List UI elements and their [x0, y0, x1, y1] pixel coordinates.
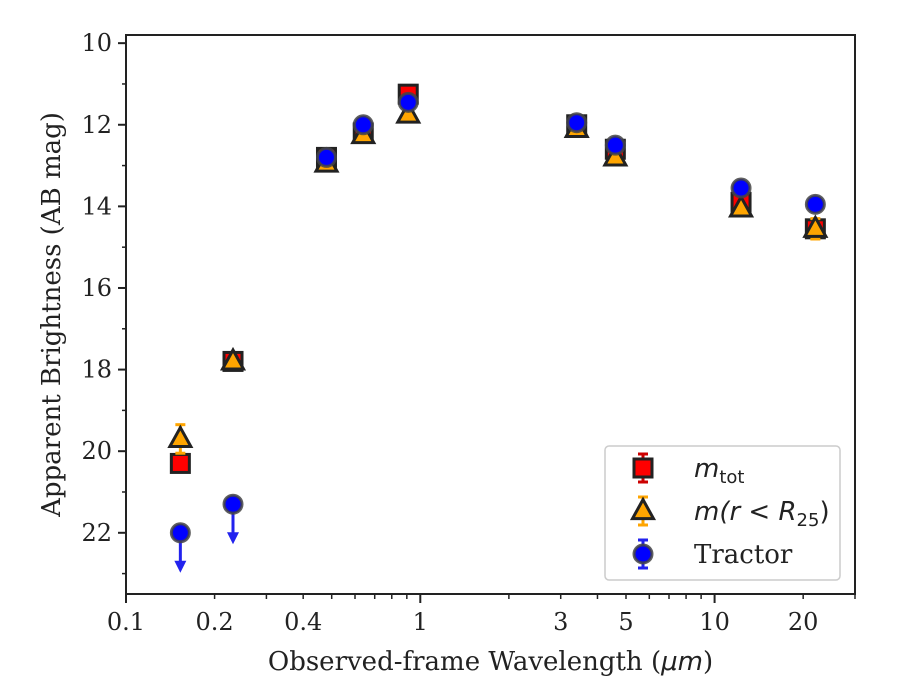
y-tick-label: 12 [81, 111, 112, 139]
x-axis-label: Observed-frame Wavelength (μm) [268, 647, 713, 677]
data-point-tractor [804, 193, 826, 215]
data-point-mr25 [802, 214, 829, 238]
legend-marker-mtot [632, 457, 654, 479]
data-point-tractor [352, 114, 374, 136]
x-tick-label: 5 [618, 608, 633, 636]
legend-marker-mr25 [629, 496, 657, 521]
series-mr25 [167, 100, 829, 455]
data-point-tractor [566, 112, 588, 134]
x-tick-label: 1 [413, 608, 428, 636]
data-point-mr25 [728, 193, 755, 218]
y-tick-label: 14 [81, 192, 112, 220]
y-tick-label: 16 [81, 274, 112, 302]
data-point-tractor [604, 134, 626, 156]
x-tick-label: 0.4 [284, 608, 322, 636]
y-tick-label: 20 [81, 437, 112, 465]
data-point-tractor [397, 91, 419, 113]
y-tick-label: 18 [81, 356, 112, 384]
y-axis-label: Apparent Brightness (AB mag) [37, 112, 67, 518]
data-point-tractor [169, 522, 191, 544]
legend-item-mtot: mtot [632, 452, 744, 488]
x-tick-label: 0.1 [107, 608, 145, 636]
chart-axes: 10 12 14 16 18 20 22 0.1 0.2 0.4 1 3 5 10 20 Observed-f… [37, 29, 856, 677]
plot-frame [125, 34, 856, 595]
data-point-tractor [730, 177, 752, 199]
x-tick-label: 3 [553, 608, 568, 636]
data-point-mr25 [219, 346, 247, 371]
data-point-mtot [169, 452, 191, 474]
legend-marker-tractor [632, 543, 654, 565]
upper-limit-arrow [174, 560, 187, 573]
y-tick-label: 10 [81, 29, 112, 57]
legend-item-mr25: m(r < R25) [629, 495, 830, 531]
data-point-tractor [315, 146, 337, 168]
series-tractor [169, 91, 826, 573]
chart-marks [167, 83, 829, 573]
legend-box [604, 445, 841, 581]
legend: mtot m(r < R25) Tractor [604, 445, 841, 581]
legend-item-tractor: Tractor [632, 538, 793, 570]
legend-label: m(r < R25) [694, 497, 830, 531]
x-tick-label: 10 [699, 608, 730, 636]
x-tick-label: 20 [788, 608, 819, 636]
legend-label: Tractor [694, 540, 793, 570]
y-tick-label: 22 [81, 519, 112, 547]
upper-limit-arrow [227, 532, 240, 545]
data-point-mr25 [167, 424, 194, 449]
series-mtot [169, 83, 826, 474]
x-tick-label: 0.2 [196, 608, 234, 636]
data-point-tractor [222, 493, 244, 515]
legend-label: mtot [694, 454, 744, 488]
